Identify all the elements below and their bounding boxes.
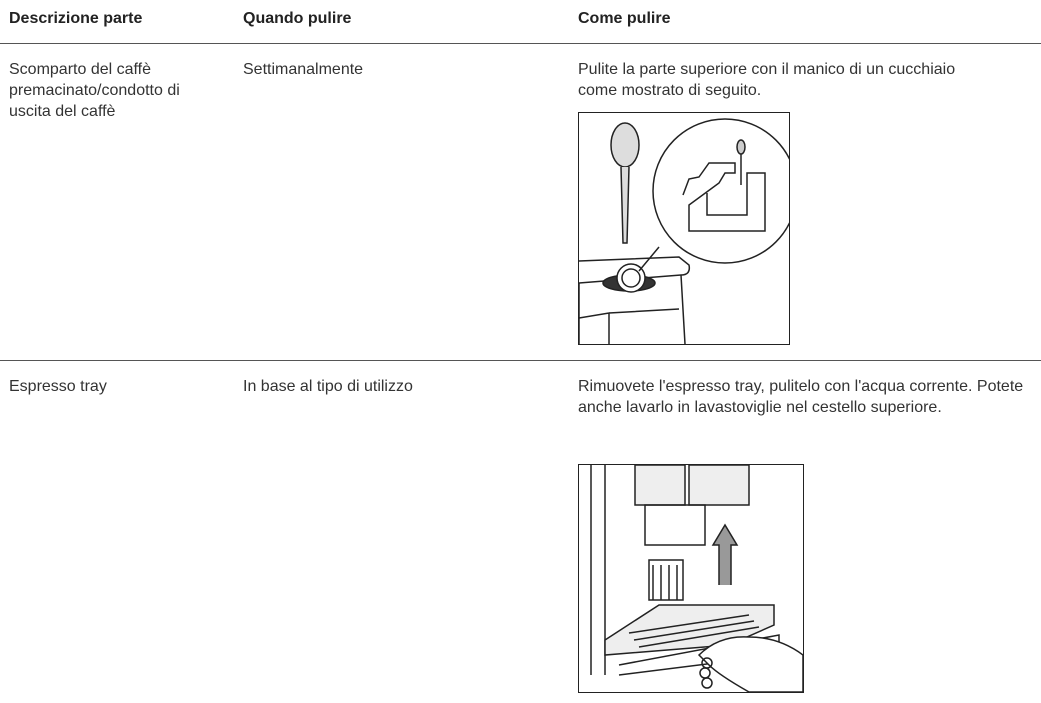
header-rule bbox=[0, 43, 1041, 44]
illustration bbox=[578, 112, 790, 345]
spoon-drawing bbox=[579, 118, 789, 344]
tray-drawing bbox=[590, 465, 803, 692]
cell: Settimanalmente bbox=[243, 61, 364, 78]
cell: In base al tipo di utilizzo bbox=[243, 378, 413, 395]
cell: Rimuovete l'espresso tray, pulitelo con … bbox=[578, 378, 1024, 416]
cell: Pulite la parte superiore con il manico … bbox=[578, 61, 956, 99]
cell: Espresso tray bbox=[9, 378, 107, 395]
header-cell: Come pulire bbox=[578, 10, 671, 27]
cell: Scomparto del caffè premacinato/condotto… bbox=[9, 61, 180, 120]
row-rule bbox=[0, 360, 1041, 361]
illustration bbox=[578, 464, 804, 693]
header-cell: Quando pulire bbox=[243, 10, 352, 27]
header-cell: Descrizione parte bbox=[9, 10, 143, 27]
